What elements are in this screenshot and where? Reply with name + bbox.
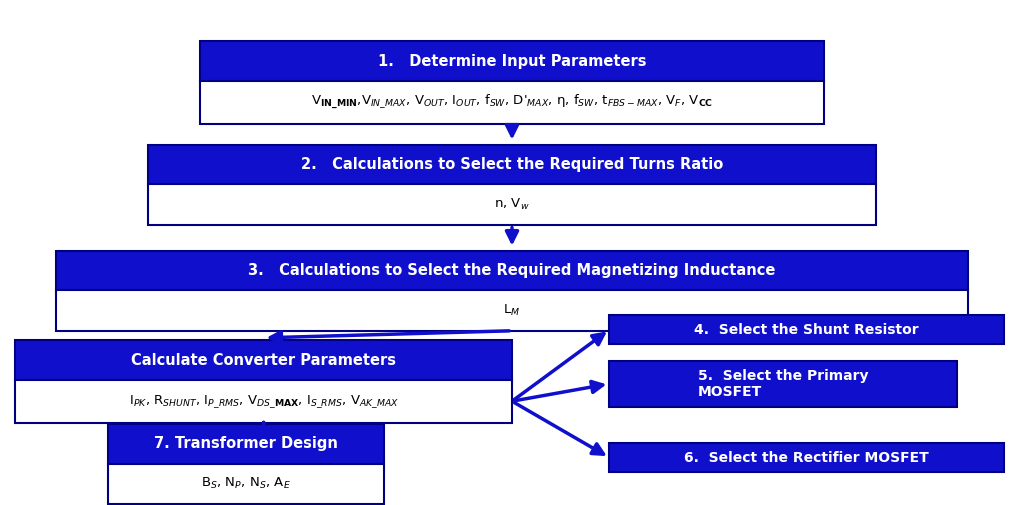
FancyBboxPatch shape xyxy=(56,290,968,331)
FancyBboxPatch shape xyxy=(609,361,957,407)
Text: 7. Transformer Design: 7. Transformer Design xyxy=(154,436,338,451)
FancyBboxPatch shape xyxy=(15,340,512,380)
Text: V$_{\mathbf{IN\_MIN}}$,V$_{IN\_MAX}$, V$_{OUT}$, I$_{OUT}$, f$_{SW}$, D$'_{MAX}$: V$_{\mathbf{IN\_MIN}}$,V$_{IN\_MAX}$, V$… xyxy=(311,93,713,112)
FancyBboxPatch shape xyxy=(200,41,824,81)
Text: n, V$_{w}$: n, V$_{w}$ xyxy=(495,197,529,212)
FancyBboxPatch shape xyxy=(148,145,876,184)
Text: 4.  Select the Shunt Resistor: 4. Select the Shunt Resistor xyxy=(694,323,919,337)
FancyBboxPatch shape xyxy=(56,251,968,290)
Text: 1.   Determine Input Parameters: 1. Determine Input Parameters xyxy=(378,54,646,69)
Text: 5.  Select the Primary
MOSFET: 5. Select the Primary MOSFET xyxy=(698,369,868,399)
Text: 3.   Calculations to Select the Required Magnetizing Inductance: 3. Calculations to Select the Required M… xyxy=(248,263,776,278)
Text: I$_{PK}$, R$_{SHUNT}$, I$_{P\_RMS}$, V$_{DS\_\mathbf{MAX}}$, I$_{S\_RMS}$, V$_{A: I$_{PK}$, R$_{SHUNT}$, I$_{P\_RMS}$, V$_… xyxy=(129,393,398,410)
Text: 6.  Select the Rectifier MOSFET: 6. Select the Rectifier MOSFET xyxy=(684,450,929,465)
FancyBboxPatch shape xyxy=(609,443,1004,472)
Text: L$_{M}$: L$_{M}$ xyxy=(504,303,520,318)
FancyBboxPatch shape xyxy=(200,81,824,124)
FancyBboxPatch shape xyxy=(108,464,384,504)
FancyBboxPatch shape xyxy=(15,380,512,423)
FancyBboxPatch shape xyxy=(609,315,1004,344)
Text: 2.   Calculations to Select the Required Turns Ratio: 2. Calculations to Select the Required T… xyxy=(301,157,723,172)
Text: Calculate Converter Parameters: Calculate Converter Parameters xyxy=(131,352,396,368)
FancyBboxPatch shape xyxy=(108,424,384,464)
Text: B$_{S}$, N$_{P}$, N$_{S}$, A$_{E}$: B$_{S}$, N$_{P}$, N$_{S}$, A$_{E}$ xyxy=(201,476,291,491)
FancyBboxPatch shape xyxy=(148,184,876,225)
